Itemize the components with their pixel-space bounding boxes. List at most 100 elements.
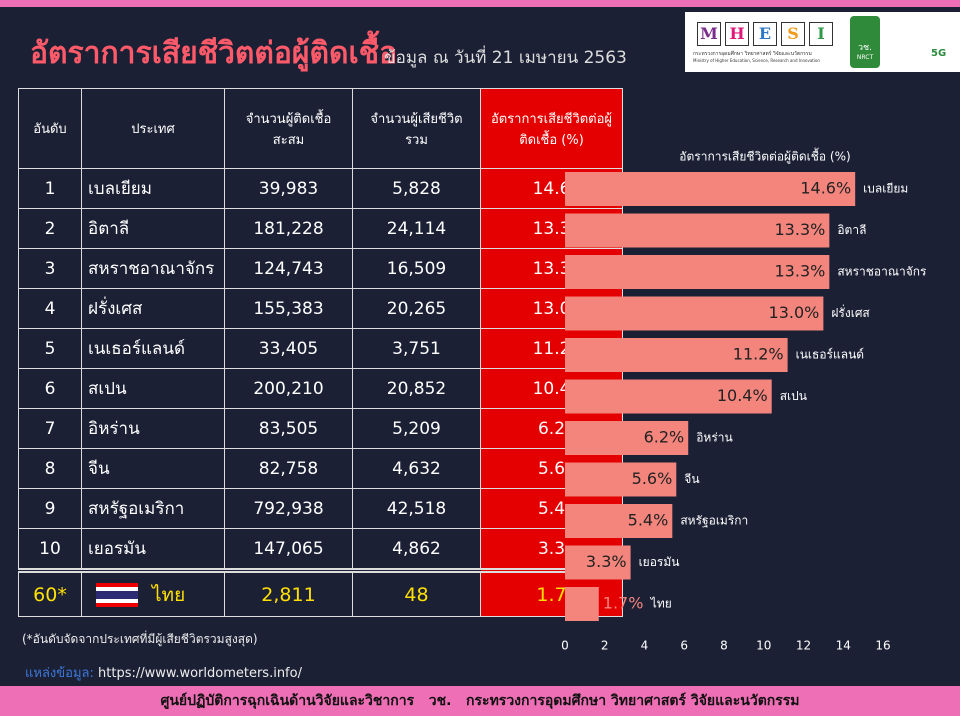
cell: 5,828 [352, 168, 481, 209]
cell-text: 39,983 [258, 178, 319, 199]
category-label: จีน [684, 472, 699, 486]
cell: 4 [18, 288, 82, 329]
column-header: จำนวนผู้เสียชีวิตรวม [352, 88, 481, 169]
cell-text: 6.2 [537, 418, 566, 439]
cell-text: 8 [44, 458, 56, 479]
x-tick-label: 4 [641, 639, 649, 653]
cell-text: สเปน [88, 379, 127, 399]
category-label: อิหร่าน [696, 431, 733, 445]
cell-text: 11.2 [532, 338, 571, 359]
cell-text: 4,632 [392, 458, 441, 479]
category-label: สหราชอาณาจักร [837, 265, 927, 279]
bar [565, 213, 830, 248]
table-row: 10 เยอรมัน 147,065 4,862 3.3 [18, 528, 623, 571]
column-header: อัตราการเสียชีวิตต่อผู้ติดเชื้อ (%) [480, 88, 623, 169]
logo-letter: M [697, 22, 721, 46]
cell-text: 792,938 [253, 498, 324, 519]
cell-text: 181,228 [253, 218, 324, 239]
cell: 4,632 [352, 448, 481, 489]
value-label: 5.6% [632, 469, 673, 488]
cell: อิหร่าน [81, 408, 225, 449]
value-label: 11.2% [733, 345, 784, 364]
cell: 1 [18, 168, 82, 209]
logo-letter: H [725, 22, 749, 46]
cell-text: 3.3 [537, 538, 566, 559]
cell-text: 5.6 [537, 458, 566, 479]
table-row: 60* ไทย 2,811 48 1.7 [18, 568, 623, 617]
cell-text: จีน [88, 459, 110, 479]
x-tick-label: 8 [720, 639, 728, 653]
cell-text: เนเธอร์แลนด์ [88, 339, 185, 359]
cell: เบลเยียม [81, 168, 225, 209]
logo-letter: E [753, 22, 777, 46]
logo-letter: I [809, 22, 833, 46]
cell: สเปน [81, 368, 225, 409]
category-label: เยอรมัน [639, 555, 680, 569]
cell: อิตาลี [81, 208, 225, 249]
bar [565, 296, 824, 331]
cell: สหรัฐอเมริกา [81, 488, 225, 529]
cell-text: เบลเยียม [88, 179, 152, 199]
cell: 8 [18, 448, 82, 489]
category-label: ไทย [650, 597, 672, 611]
cell-text: 48 [404, 583, 429, 606]
cell-text: 5,209 [392, 418, 441, 439]
nrct-text: NRCT [856, 54, 874, 61]
cell-text: 5.4 [537, 498, 566, 519]
cell-text: 10 [39, 538, 61, 559]
cell-text: 10.4 [532, 378, 571, 399]
cell-text: 2 [44, 218, 56, 239]
cell-text: 42,518 [386, 498, 447, 519]
cell-text: สหรัฐอเมริกา [88, 499, 185, 519]
cell-text: อิตาลี [88, 219, 130, 239]
value-label: 13.3% [775, 262, 826, 281]
cell-text: 3 [44, 258, 56, 279]
source: แหล่งข้อมูล: https://www.worldometers.in… [25, 662, 302, 683]
x-tick-label: 16 [875, 639, 890, 653]
x-tick-label: 14 [836, 639, 851, 653]
category-label: สเปน [780, 389, 807, 403]
cell-text: 24,114 [386, 218, 447, 239]
cell: 60* [18, 568, 82, 617]
cell: 5,209 [352, 408, 481, 449]
cell-text: 1.7 [536, 583, 567, 606]
value-label: 13.3% [775, 220, 826, 239]
chart-title: อัตราการเสียชีวิตต่อผู้ติดเชื้อ (%) [679, 148, 850, 165]
x-tick-label: 0 [561, 639, 569, 653]
cell: 42,518 [352, 488, 481, 529]
logo-text: กระทรวงการอุดมศึกษา วิทยาศาสตร์ วิจัยและ… [693, 51, 812, 57]
cell-text: 60* [33, 583, 67, 606]
bar [565, 338, 788, 372]
cell: 147,065 [224, 528, 353, 571]
value-label: 6.2% [644, 428, 685, 447]
cell-text: 20,265 [386, 298, 447, 319]
value-label: 5.4% [628, 511, 669, 530]
cell-text: 82,758 [258, 458, 319, 479]
cell-text: 4,862 [392, 538, 441, 559]
logo-text: Ministry of Higher Education, Science, R… [693, 58, 820, 63]
cell-text: 155,383 [253, 298, 324, 319]
cell: 2,811 [224, 568, 353, 617]
cell-text: ไทย [152, 583, 186, 606]
x-tick-label: 2 [601, 639, 609, 653]
table-row: 8 จีน 82,758 4,632 5.6 [18, 448, 623, 489]
cell: จีน [81, 448, 225, 489]
cell-text: 13.0 [532, 298, 571, 319]
x-tick-label: 12 [796, 639, 811, 653]
cell-text: 33,405 [258, 338, 319, 359]
cell-text: อิหร่าน [88, 419, 140, 439]
cell: 3,751 [352, 328, 481, 369]
cell-text: 83,505 [258, 418, 319, 439]
category-label: อิตาลี [837, 223, 866, 237]
value-label: 3.3% [586, 552, 627, 571]
bar [565, 504, 673, 538]
cell: ไทย [81, 568, 225, 617]
cell-text: 200,210 [253, 378, 324, 399]
cell: 2 [18, 208, 82, 249]
bar [565, 379, 772, 414]
cell-text: 2,811 [261, 583, 316, 606]
cell-text: 6 [44, 378, 56, 399]
source-label: แหล่งข้อมูล: [25, 666, 94, 681]
